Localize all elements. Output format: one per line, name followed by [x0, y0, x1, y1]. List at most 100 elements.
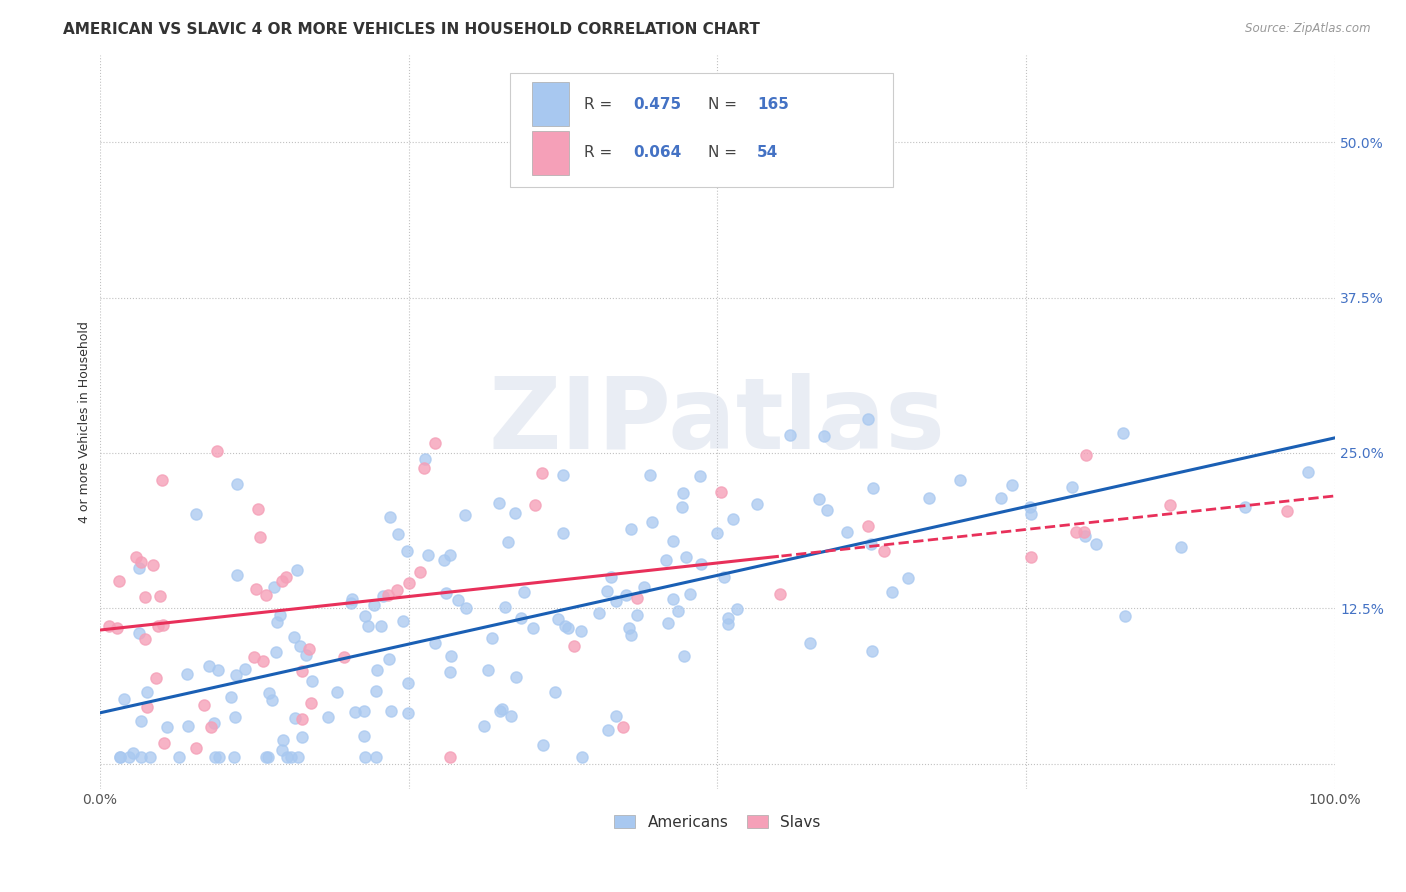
Point — [184, 508, 207, 522]
Point — [396, 706, 419, 720]
Point — [858, 519, 880, 533]
Point — [439, 665, 461, 679]
Point — [661, 592, 683, 607]
Point — [725, 601, 748, 615]
Point — [859, 537, 882, 551]
Text: 54: 54 — [756, 145, 778, 161]
Point — [204, 750, 226, 764]
Point — [689, 468, 711, 483]
Text: R =: R = — [583, 145, 617, 161]
Point — [398, 576, 420, 591]
Point — [110, 750, 132, 764]
Point — [813, 429, 835, 443]
Point — [620, 627, 643, 641]
Point — [1074, 529, 1097, 543]
Point — [453, 508, 475, 522]
Point — [146, 619, 169, 633]
Point — [425, 436, 447, 450]
Point — [489, 704, 512, 718]
Point — [488, 496, 510, 510]
Point — [193, 698, 215, 712]
Point — [600, 569, 623, 583]
Point — [149, 590, 172, 604]
Point — [219, 690, 242, 705]
Point — [298, 642, 321, 657]
Point — [768, 587, 790, 601]
Point — [1114, 608, 1136, 623]
Point — [799, 636, 821, 650]
Point — [672, 485, 695, 500]
Text: 165: 165 — [756, 96, 789, 112]
Point — [679, 587, 702, 601]
Point — [807, 491, 830, 506]
Point — [481, 631, 503, 645]
Point — [233, 662, 256, 676]
Point — [249, 530, 271, 544]
Point — [949, 473, 972, 487]
Point — [200, 719, 222, 733]
Point — [373, 589, 395, 603]
Text: N =: N = — [707, 145, 741, 161]
Point — [118, 750, 141, 764]
Point — [387, 526, 409, 541]
Point — [105, 621, 128, 635]
Point — [612, 720, 634, 734]
Legend: Americans, Slavs: Americans, Slavs — [607, 809, 827, 836]
Point — [571, 624, 593, 639]
Point — [666, 604, 689, 618]
Point — [167, 750, 190, 764]
Point — [598, 723, 620, 738]
Point — [357, 618, 380, 632]
Point — [620, 522, 643, 536]
Point — [862, 481, 884, 495]
Point — [1159, 498, 1181, 512]
Point — [547, 612, 569, 626]
Point — [918, 491, 941, 506]
Point — [1234, 500, 1257, 514]
Point — [184, 741, 207, 756]
Point — [288, 639, 311, 653]
Point — [254, 750, 277, 764]
Point — [108, 574, 131, 589]
Point — [264, 645, 287, 659]
Point — [990, 491, 1012, 505]
Point — [531, 738, 554, 752]
Point — [125, 550, 148, 565]
Point — [494, 599, 516, 614]
Point — [1170, 540, 1192, 554]
Point — [657, 616, 679, 631]
Point — [128, 625, 150, 640]
Point — [112, 691, 135, 706]
Point — [291, 730, 314, 744]
Point — [896, 571, 918, 585]
Point — [524, 499, 547, 513]
Point — [136, 700, 159, 714]
Text: 0.475: 0.475 — [633, 96, 682, 112]
Text: Source: ZipAtlas.com: Source: ZipAtlas.com — [1246, 22, 1371, 36]
Point — [396, 676, 419, 690]
Point — [266, 615, 288, 630]
Point — [505, 670, 527, 684]
Point — [710, 485, 733, 500]
Point — [207, 444, 229, 458]
Point — [129, 714, 152, 728]
Point — [176, 719, 198, 733]
Point — [128, 560, 150, 574]
Point — [285, 563, 308, 577]
Point — [413, 451, 436, 466]
Point — [354, 750, 377, 764]
Point — [339, 596, 361, 610]
Point — [562, 639, 585, 653]
Point — [380, 509, 402, 524]
Point — [1062, 480, 1084, 494]
Point — [655, 553, 678, 567]
Point — [860, 643, 883, 657]
Point — [176, 667, 198, 681]
Point — [513, 584, 536, 599]
Point — [409, 565, 432, 579]
Point — [284, 711, 307, 725]
Point — [501, 709, 523, 723]
Point — [662, 533, 685, 548]
Text: N =: N = — [707, 96, 741, 112]
Point — [496, 534, 519, 549]
